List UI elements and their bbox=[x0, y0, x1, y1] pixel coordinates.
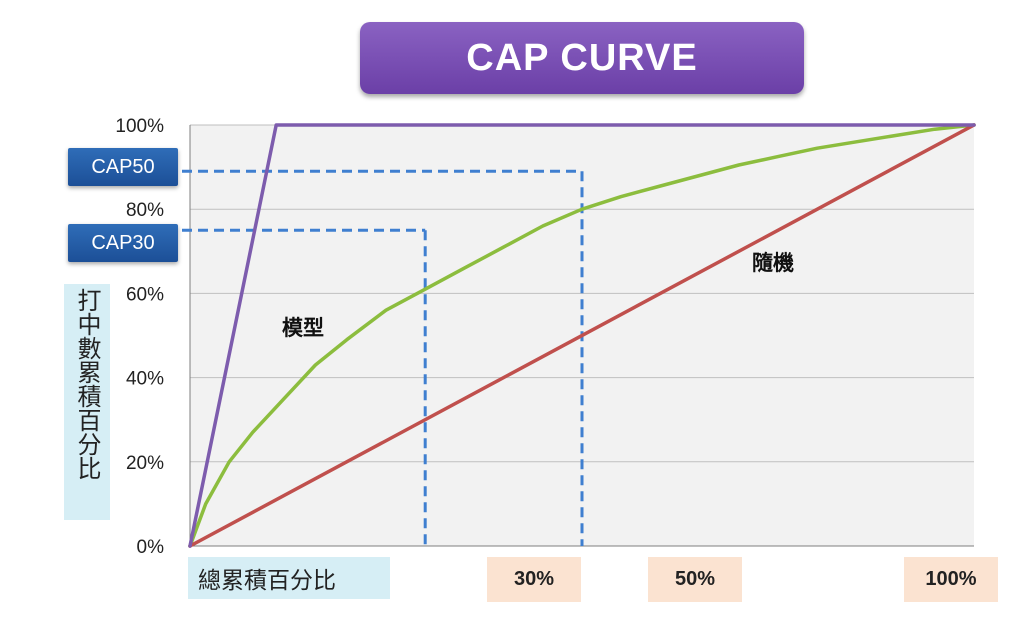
x-axis-label: 總累積百分比 bbox=[188, 557, 390, 599]
y-axis-label: 打中數累積百分比 bbox=[64, 284, 110, 520]
cap50-label: CAP50 bbox=[68, 148, 178, 186]
series-line-1 bbox=[188, 123, 976, 548]
x-tick-label-30: 30% bbox=[487, 557, 581, 602]
series-line-0 bbox=[188, 123, 976, 548]
chart-title: CAP CURVE bbox=[360, 22, 804, 94]
y-tick-label-100: 100% bbox=[115, 116, 164, 137]
series-line-2 bbox=[188, 123, 976, 548]
series-label-1: 隨機 bbox=[752, 251, 794, 275]
y-tick-label-20: 20% bbox=[126, 453, 164, 474]
series-label-0: 模型 bbox=[282, 316, 324, 340]
y-tick-label-40: 40% bbox=[126, 369, 164, 390]
x-tick-label-50: 50% bbox=[648, 557, 742, 602]
x-tick-label-100: 100% bbox=[904, 557, 998, 602]
cap30-label: CAP30 bbox=[68, 224, 178, 262]
y-tick-label-80: 80% bbox=[126, 200, 164, 221]
y-tick-label-0: 0% bbox=[137, 537, 165, 558]
y-tick-label-60: 60% bbox=[126, 284, 164, 305]
